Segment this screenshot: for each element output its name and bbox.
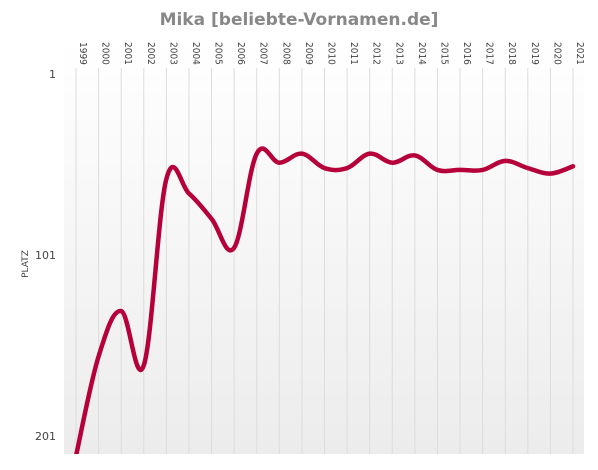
chart-title: Mika [beliebte-Vornamen.de] [160, 10, 439, 30]
x-tick-label: 2005 [213, 42, 224, 65]
x-tick-label: 2014 [416, 42, 427, 65]
x-tick-label: 2010 [326, 42, 337, 65]
x-tick-label: 2003 [167, 42, 178, 65]
x-tick-label: 2007 [258, 42, 269, 65]
y-tick-label: 101 [35, 249, 56, 262]
y-axis-label: PLATZ [21, 250, 31, 278]
x-tick-label: 1999 [77, 42, 88, 65]
x-tick-label: 2018 [506, 42, 517, 65]
x-tick-label: 2021 [574, 42, 585, 65]
x-axis-ticks: 1999 2000 2001 2002 2003 2004 2005 2006 2007 2008… [77, 42, 585, 65]
x-tick-label: 2019 [529, 42, 540, 65]
x-tick-label: 2011 [348, 42, 359, 65]
x-tick-label: 2008 [280, 42, 291, 65]
series-group [74, 146, 576, 454]
y-tick-label: 1 [49, 68, 56, 81]
x-tick-label: 2002 [145, 42, 156, 65]
x-tick-label: 2012 [371, 42, 382, 65]
x-tick-label: 2001 [122, 42, 133, 65]
x-gridlines [75, 68, 574, 454]
x-tick-label: 2016 [461, 42, 472, 65]
y-tick-label: 201 [35, 430, 56, 443]
y-axis-ticks: 1 101 201 [35, 68, 56, 443]
x-tick-label: 2015 [438, 42, 449, 65]
x-tick-label: 2017 [484, 42, 495, 65]
series-line [74, 146, 576, 454]
x-tick-label: 2009 [303, 42, 314, 65]
x-tick-label: 2020 [551, 42, 562, 65]
x-tick-label: 2006 [235, 42, 246, 65]
x-tick-label: 2004 [190, 42, 201, 65]
x-tick-label: 2013 [393, 42, 404, 65]
x-tick-label: 2000 [100, 42, 111, 65]
